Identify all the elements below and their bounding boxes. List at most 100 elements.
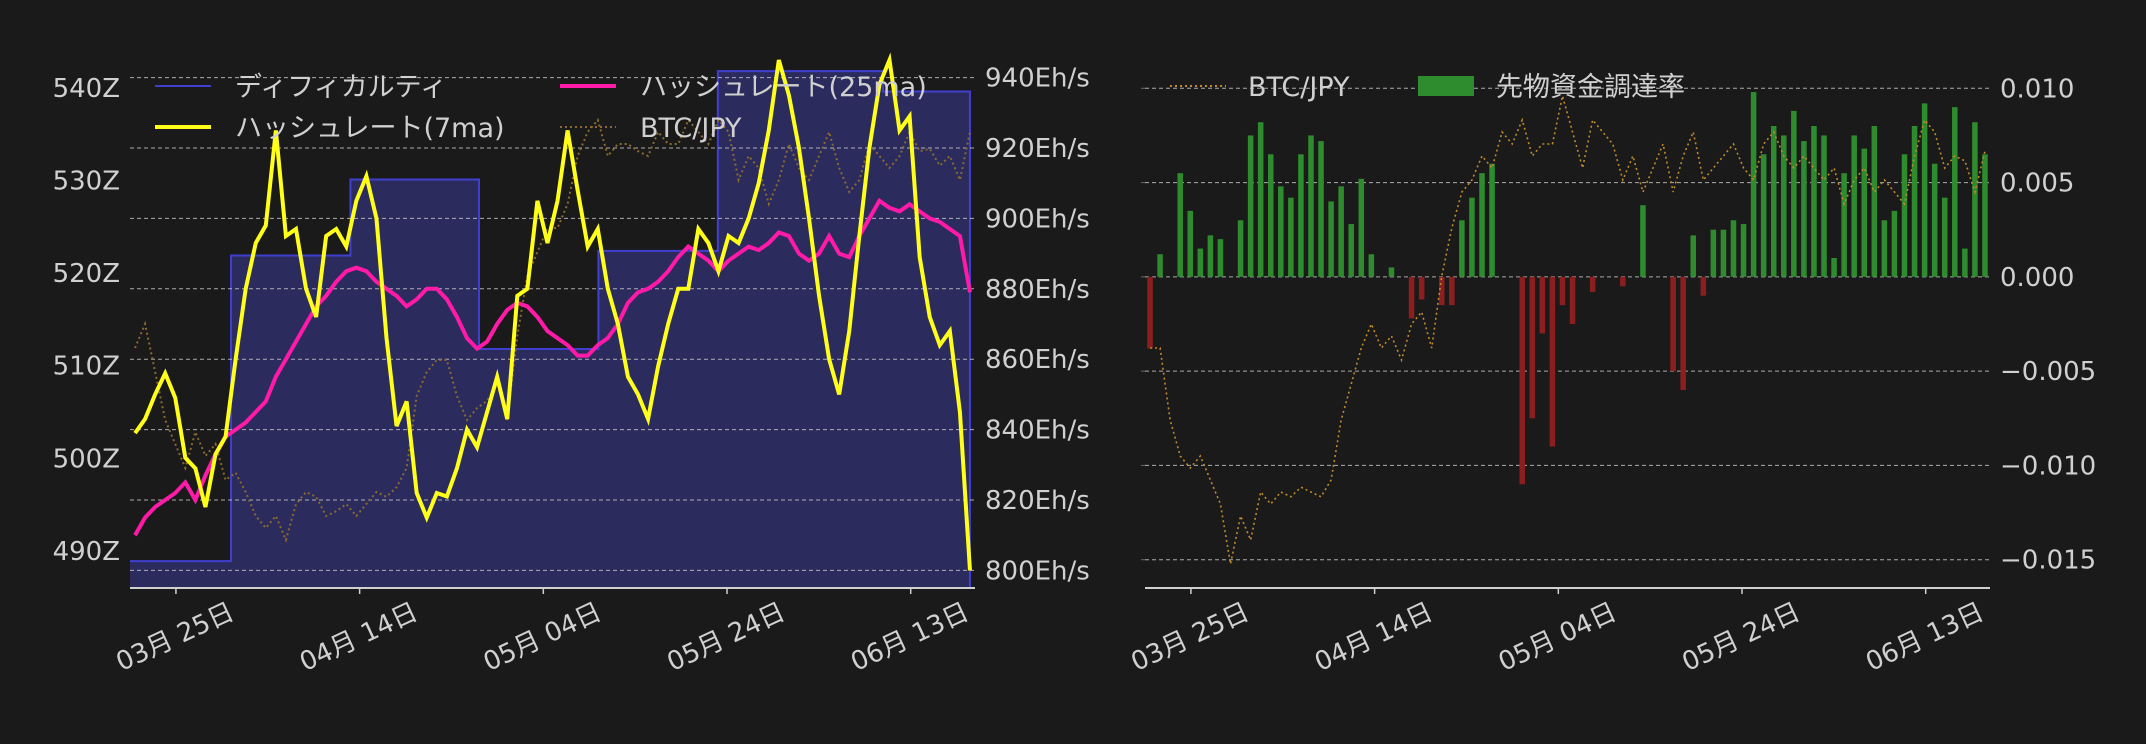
left-chart: 490Z 500Z 510Z 520Z 530Z 540Z 800Eh/s 820Eh/s 84… bbox=[53, 52, 1090, 678]
x-tick-label: 03月 25日 bbox=[112, 597, 239, 678]
y-right-tick-label: −0.005 bbox=[2000, 357, 2096, 387]
funding-bar bbox=[1459, 220, 1465, 277]
x-tick-label: 06月 13日 bbox=[1861, 597, 1988, 678]
funding-bar bbox=[1539, 276, 1546, 334]
funding-bar bbox=[1449, 276, 1455, 306]
funding-bar bbox=[1781, 135, 1787, 277]
funding-bar bbox=[1750, 92, 1757, 277]
y-right-tick-label: 860Eh/s bbox=[985, 345, 1090, 375]
y-right-tick-label: 800Eh/s bbox=[985, 556, 1090, 586]
funding-bar bbox=[1147, 276, 1153, 349]
legend-label-funding: 先物資金調達率 bbox=[1496, 72, 1685, 103]
funding-bar bbox=[1941, 197, 1948, 277]
funding-bar bbox=[1408, 276, 1415, 319]
funding-bar bbox=[1851, 135, 1857, 277]
x-tick-label: 04月 14日 bbox=[295, 597, 422, 678]
y-right-tick-label: 820Eh/s bbox=[985, 486, 1090, 516]
legend-label-btc: BTC/JPY bbox=[1248, 72, 1350, 103]
funding-bar bbox=[1821, 135, 1827, 277]
funding-bar bbox=[1197, 248, 1204, 277]
funding-bar bbox=[1589, 276, 1596, 292]
funding-bar bbox=[1237, 220, 1244, 277]
funding-bar bbox=[1861, 148, 1868, 277]
funding-bar bbox=[1569, 276, 1576, 324]
funding-bar bbox=[1962, 248, 1968, 277]
funding-bar bbox=[1549, 276, 1556, 447]
funding-bar bbox=[1278, 186, 1284, 277]
hashrate-7ma-line bbox=[133, 52, 972, 571]
funding-bar bbox=[1891, 210, 1898, 277]
funding-bar bbox=[1187, 210, 1194, 277]
funding-bar bbox=[1760, 154, 1767, 277]
funding-bar bbox=[1931, 163, 1938, 277]
funding-bar bbox=[1469, 197, 1475, 277]
x-tick-label: 05月 24日 bbox=[1678, 597, 1805, 678]
funding-bar bbox=[1841, 173, 1847, 277]
y-left-tick-label: 490Z bbox=[53, 537, 120, 567]
x-tick-label: 05月 24日 bbox=[663, 597, 790, 678]
funding-bar bbox=[1177, 173, 1183, 277]
funding-bar bbox=[1559, 276, 1566, 306]
y-right-tick-label: 0.010 bbox=[2000, 74, 2074, 104]
funding-bar bbox=[1257, 122, 1264, 277]
funding-bar bbox=[1207, 235, 1214, 277]
btc-line bbox=[1150, 95, 1986, 565]
difficulty-area bbox=[130, 71, 970, 589]
funding-bar bbox=[1831, 258, 1837, 277]
funding-bar bbox=[1670, 276, 1676, 372]
funding-bar bbox=[1247, 135, 1254, 277]
funding-bar bbox=[1348, 224, 1354, 277]
funding-bar bbox=[1479, 173, 1485, 277]
funding-bar bbox=[1298, 154, 1304, 277]
funding-bar bbox=[1801, 141, 1807, 277]
y-right-tick-label: −0.015 bbox=[2000, 546, 2096, 576]
legend-label-hash7: ハッシュレート(7ma) bbox=[235, 113, 505, 144]
legend-label-btc: BTC/JPY bbox=[640, 113, 742, 144]
funding-bar bbox=[1871, 126, 1878, 277]
funding-bar bbox=[1388, 267, 1395, 277]
funding-bar bbox=[1690, 235, 1697, 277]
funding-bar bbox=[1418, 276, 1425, 300]
y-left-tick-label: 500Z bbox=[53, 444, 120, 474]
funding-bar bbox=[1328, 201, 1334, 277]
funding-bar bbox=[1620, 276, 1626, 287]
funding-bar bbox=[1770, 126, 1777, 277]
funding-bar bbox=[1217, 239, 1224, 277]
legend-label-difficulty: ディフィカルティ bbox=[235, 72, 447, 103]
funding-bar bbox=[1952, 107, 1958, 277]
y-right-tick-label: 920Eh/s bbox=[985, 134, 1090, 164]
legend-swatch-funding bbox=[1418, 76, 1474, 96]
funding-bar bbox=[1157, 254, 1163, 277]
y-left-tick-label: 510Z bbox=[53, 352, 120, 382]
funding-bar bbox=[1720, 229, 1727, 277]
y-left-tick-label: 540Z bbox=[53, 74, 120, 104]
funding-bar bbox=[1267, 154, 1274, 277]
funding-bar bbox=[1791, 110, 1797, 277]
funding-bar bbox=[1489, 163, 1495, 277]
x-tick-label: 04月 14日 bbox=[1310, 597, 1437, 678]
x-tick-label: 06月 13日 bbox=[846, 597, 973, 678]
funding-bar bbox=[1368, 254, 1375, 277]
funding-bar bbox=[1972, 122, 1978, 277]
funding-bar bbox=[1901, 154, 1908, 277]
difficulty-line bbox=[130, 70, 971, 588]
y-left-tick-label: 520Z bbox=[53, 259, 120, 289]
btc-line bbox=[134, 117, 971, 544]
x-tick-label: 05月 04日 bbox=[479, 597, 606, 678]
funding-bar bbox=[1700, 276, 1707, 296]
funding-bar bbox=[1338, 186, 1344, 277]
funding-bar bbox=[1640, 205, 1646, 277]
y-right-tick-label: 0.000 bbox=[2000, 263, 2074, 293]
funding-bar bbox=[1982, 154, 1988, 277]
funding-bar bbox=[1519, 276, 1525, 485]
funding-bar bbox=[1358, 178, 1365, 277]
funding-bar bbox=[1529, 276, 1536, 419]
funding-bar bbox=[1288, 197, 1294, 277]
y-right-tick-label: −0.010 bbox=[2000, 451, 2096, 481]
hashrate-25ma-line bbox=[133, 197, 972, 537]
funding-bar bbox=[1680, 276, 1686, 390]
funding-bar bbox=[1710, 229, 1717, 277]
right-chart: 0.010 0.005 0.000 −0.005 −0.010 −0.015 03月 25日… bbox=[1127, 72, 2097, 678]
